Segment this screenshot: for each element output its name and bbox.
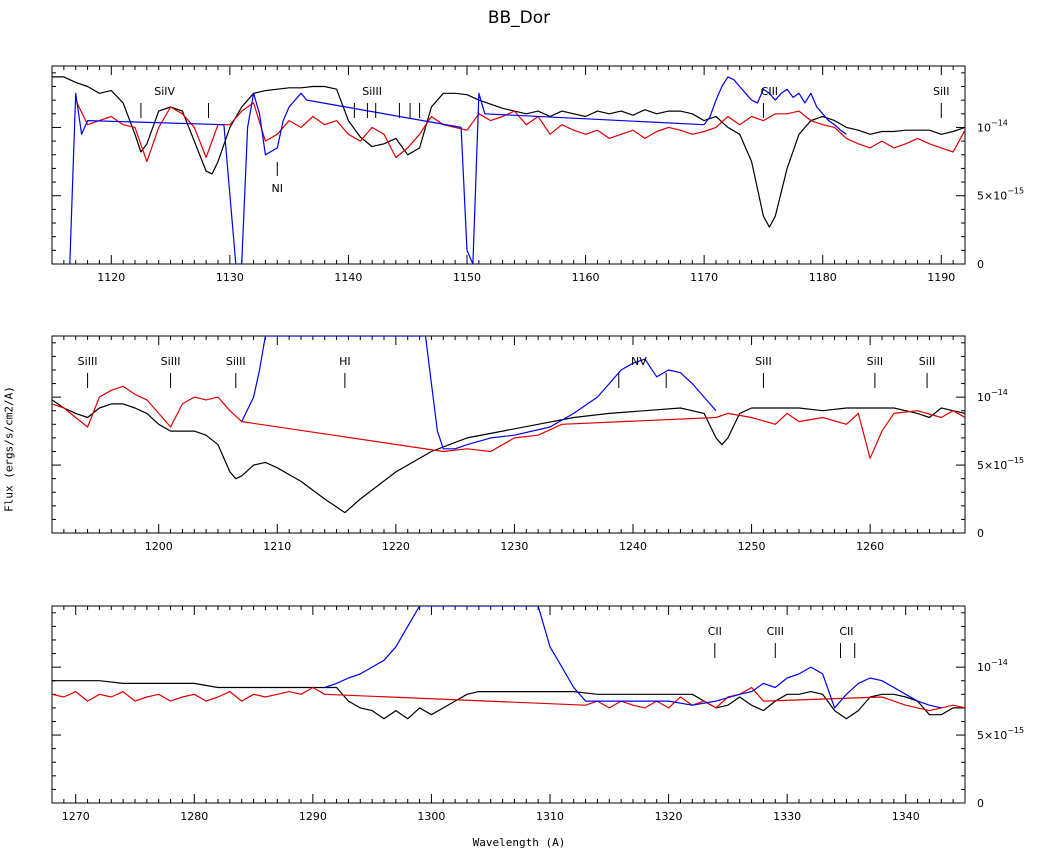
y-tick-label: 5×10−15: [977, 726, 1024, 742]
chart-title: BB_Dor: [487, 8, 551, 28]
x-tick-label: 1250: [738, 540, 766, 553]
x-tick-label: 1130: [216, 271, 244, 284]
x-tick-label: 1300: [417, 810, 445, 823]
line-id-label: SiIII: [362, 85, 382, 98]
x-tick-label: 1220: [382, 540, 410, 553]
x-tick-label: 1240: [619, 540, 647, 553]
plot-frame: [51, 65, 966, 265]
line-id-label: SiII: [867, 355, 884, 368]
plot-frame: [51, 605, 966, 804]
line-id-label: NI: [272, 182, 283, 195]
panel-2: 1200 1210 1220 1230 1240 1250 1260 0 5×10−15 10−1…: [51, 335, 1024, 553]
airglow-spectrum-line: [324, 606, 942, 709]
x-tick-label: 1330: [773, 810, 801, 823]
x-tick-label: 1210: [263, 540, 291, 553]
line-id-label: SiII: [933, 85, 950, 98]
x-tick-label: 1200: [145, 540, 173, 553]
airglow-spectrum-line: [241, 336, 717, 450]
line-id-label: HI: [339, 355, 351, 368]
series-group: [52, 606, 965, 720]
panel-3: 1270 1280 1290 1300 1310 1320 1330 1340 0 5×10−15…: [51, 605, 1024, 823]
x-tick-label: 1170: [690, 271, 718, 284]
x-tick-label: 1180: [809, 271, 837, 284]
line-id-label: SiIII: [226, 355, 246, 368]
plot-frame: [51, 335, 966, 534]
y-tick-label: 10−14: [977, 388, 1008, 404]
model-spectrum-line: [52, 680, 965, 720]
line-id-label: SiII: [755, 355, 772, 368]
line-id-label: CII: [839, 625, 853, 638]
x-tick-label: 1340: [892, 810, 920, 823]
series-group: [52, 336, 965, 514]
x-tick-label: 1190: [927, 271, 955, 284]
x-tick-label: 1150: [453, 271, 481, 284]
x-tick-label: 1160: [572, 271, 600, 284]
observed-spectrum-line: [52, 686, 965, 712]
line-id-label: CIII: [767, 625, 784, 638]
x-axis-label: Wavelength (A): [472, 836, 566, 849]
x-tick-label: 1280: [180, 810, 208, 823]
line-id-label: CII: [708, 625, 722, 638]
x-tick-label: 1290: [299, 810, 327, 823]
x-tick-label: 1320: [655, 810, 683, 823]
line-id-label: SiIII: [161, 355, 181, 368]
model-spectrum-line: [52, 399, 965, 514]
line-id-label: SiIV: [154, 85, 175, 98]
y-tick-label: 0: [977, 797, 984, 810]
x-tick-label: 1310: [536, 810, 564, 823]
line-id-label: SiII: [919, 355, 936, 368]
panel-1: 1120 1130 1140 1150 1160 1170 1180 1190 0 5×10−15…: [51, 65, 1024, 284]
line-id-label: CIII: [761, 85, 778, 98]
x-tick-label: 1120: [97, 271, 125, 284]
observed-spectrum-line: [75, 99, 965, 163]
airglow-spectrum-line: [69, 76, 847, 264]
y-tick-label: 10−14: [977, 658, 1008, 674]
x-tick-label: 1230: [500, 540, 528, 553]
y-tick-label: 10−14: [977, 118, 1008, 134]
x-tick-label: 1270: [62, 810, 90, 823]
model-spectrum-line: [52, 76, 965, 228]
x-tick-label: 1140: [334, 271, 362, 284]
series-group: [52, 76, 965, 264]
y-tick-label: 0: [977, 258, 984, 271]
x-tick-label: 1260: [856, 540, 884, 553]
observed-spectrum-line: [52, 385, 965, 459]
y-tick-label: 5×10−15: [977, 187, 1024, 203]
line-id-label: SiIII: [78, 355, 98, 368]
y-tick-label: 5×10−15: [977, 456, 1024, 472]
line-id-label: NV: [631, 355, 647, 368]
y-tick-label: 0: [977, 527, 984, 540]
